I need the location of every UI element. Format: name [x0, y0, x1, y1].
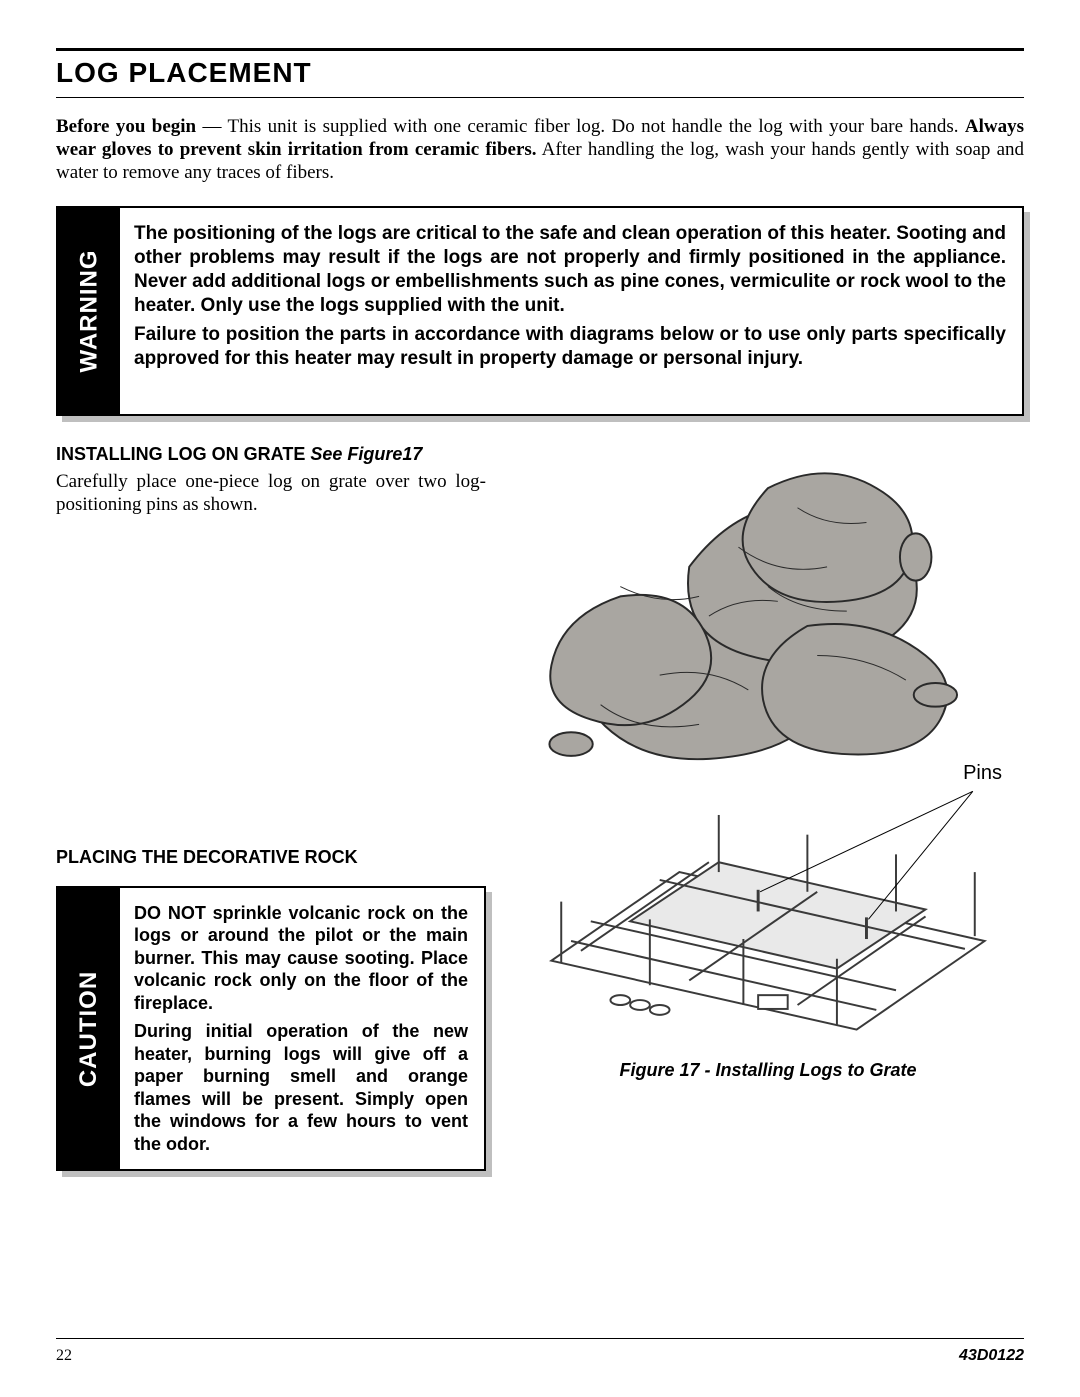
install-heading-em: See Figure17 — [310, 444, 422, 464]
section-title: LOG PLACEMENT — [56, 57, 1024, 89]
warning-box: WARNING The positioning of the logs are … — [56, 206, 1024, 416]
warning-p2: Failure to position the parts in accorda… — [134, 323, 1006, 371]
caution-box: CAUTION DO NOT sprinkle volcanic rock on… — [56, 886, 486, 1172]
caution-body: DO NOT sprinkle volcanic rock on the log… — [120, 888, 484, 1170]
page-number: 22 — [56, 1347, 72, 1365]
rule-top — [56, 48, 1024, 51]
caution-label: CAUTION — [75, 971, 103, 1087]
warning-body: The positioning of the logs are critical… — [120, 208, 1022, 414]
page: LOG PLACEMENT Before you begin — This un… — [0, 0, 1080, 1397]
warning-p1: The positioning of the logs are critical… — [134, 222, 1006, 317]
spacer — [56, 517, 486, 847]
footer: 22 43D0122 — [56, 1347, 1024, 1365]
figure-17: Pins — [512, 444, 1024, 1054]
intro-lead: Before you begin — [56, 116, 196, 137]
two-column-area: INSTALLING LOG ON GRATE See Figure17 Car… — [56, 444, 1024, 1171]
log-set-icon — [549, 474, 957, 760]
caution-p1: DO NOT sprinkle volcanic rock on the log… — [134, 902, 468, 1015]
pins-label: Pins — [963, 762, 1002, 785]
intro-paragraph: Before you begin — This unit is supplied… — [56, 116, 1024, 184]
install-heading-text: INSTALLING LOG ON GRATE — [56, 444, 310, 464]
footer-rule — [56, 1338, 1024, 1339]
intro-t1: This unit is supplied with one ceramic f… — [228, 116, 965, 137]
intro-dash: — — [196, 116, 227, 137]
doc-number: 43D0122 — [959, 1347, 1024, 1365]
install-text: Carefully place one-piece log on grate o… — [56, 471, 486, 517]
caution-p2: During initial operation of the new heat… — [134, 1020, 468, 1155]
figure-caption: Figure 17 - Installing Logs to Grate — [512, 1060, 1024, 1081]
warning-tab: WARNING — [58, 208, 120, 414]
log-grate-diagram — [512, 444, 1024, 1054]
warning-label: WARNING — [75, 250, 103, 373]
grate-icon — [551, 792, 984, 1030]
rock-heading: PLACING THE DECORATIVE ROCK — [56, 847, 486, 868]
right-column: Pins — [512, 444, 1024, 1171]
rule-under-title — [56, 97, 1024, 98]
left-column: INSTALLING LOG ON GRATE See Figure17 Car… — [56, 444, 486, 1171]
caution-callout: CAUTION DO NOT sprinkle volcanic rock on… — [56, 886, 486, 1172]
warning-callout: WARNING The positioning of the logs are … — [56, 206, 1024, 416]
caution-tab: CAUTION — [58, 888, 120, 1170]
install-heading: INSTALLING LOG ON GRATE See Figure17 — [56, 444, 486, 465]
